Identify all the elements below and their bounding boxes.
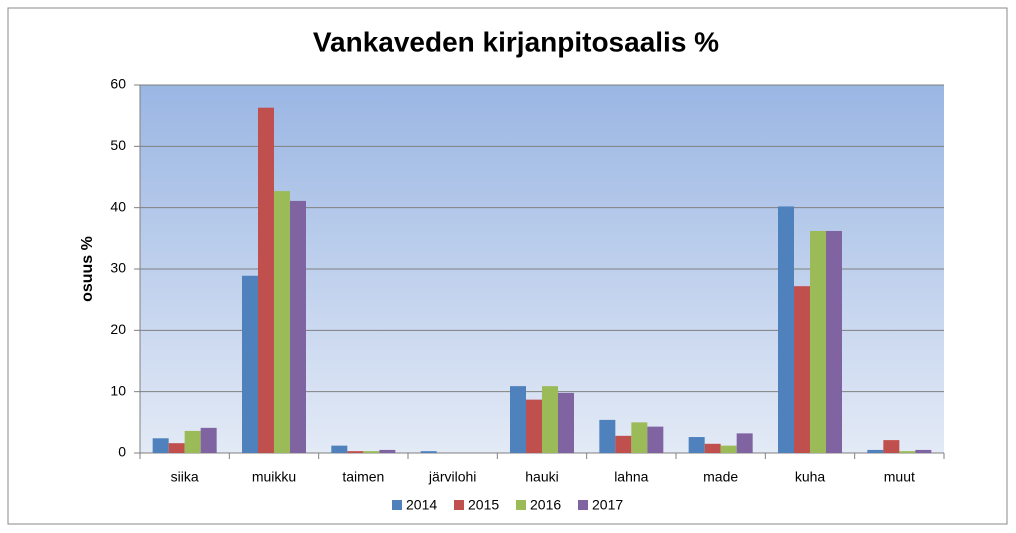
bar [242, 275, 258, 453]
bar [184, 430, 201, 453]
bar [826, 230, 842, 453]
legend-label: 2016 [530, 497, 561, 513]
x-tick-label: muikku [252, 469, 296, 485]
bar [274, 191, 290, 453]
legend-swatch [516, 500, 526, 510]
bar [152, 438, 169, 453]
bar [720, 445, 737, 453]
legend-label: 2017 [592, 497, 623, 513]
bar [810, 230, 826, 453]
x-tick-label: lahna [614, 469, 648, 485]
y-axis-label: osuus % [79, 236, 96, 302]
legend-swatch [392, 500, 402, 510]
bar [542, 386, 558, 453]
bar [599, 419, 616, 453]
bar [200, 427, 217, 453]
x-tick-label: järvilohi [428, 469, 476, 485]
y-tick-label: 20 [110, 321, 126, 337]
bar [379, 449, 396, 453]
x-tick-label: hauki [525, 469, 558, 485]
y-tick-label: 40 [110, 198, 126, 214]
bar [615, 435, 632, 453]
bar [331, 445, 348, 453]
bar [736, 433, 753, 453]
bar [290, 200, 306, 453]
x-tick-label: kuha [795, 469, 826, 485]
bar [558, 392, 574, 453]
chart-title: Vankaveden kirjanpitosaalis % [313, 26, 719, 57]
bar [899, 451, 916, 453]
x-tick-label: made [703, 469, 738, 485]
bar [631, 422, 648, 453]
bar [867, 449, 884, 453]
bar [363, 451, 380, 453]
legend-label: 2015 [468, 497, 499, 513]
y-tick-label: 0 [118, 444, 126, 460]
bar [883, 440, 900, 453]
legend-label: 2014 [406, 497, 437, 513]
x-tick-label: siika [171, 469, 199, 485]
x-tick-label: muut [884, 469, 915, 485]
y-tick-label: 50 [110, 137, 126, 153]
bar [420, 451, 437, 453]
y-tick-label: 60 [110, 76, 126, 92]
legend-swatch [578, 500, 588, 510]
legend-swatch [454, 500, 464, 510]
x-tick-label: taimen [342, 469, 384, 485]
bar [688, 437, 705, 453]
y-tick-label: 30 [110, 260, 126, 276]
bar [647, 426, 664, 453]
bar [168, 443, 185, 453]
bar [794, 286, 810, 453]
bar [258, 107, 274, 454]
bar [704, 443, 721, 453]
bar [526, 399, 542, 453]
y-tick-label: 10 [110, 382, 126, 398]
bar [915, 449, 932, 453]
bar [347, 451, 364, 453]
bar [778, 206, 794, 453]
bar [510, 386, 526, 453]
